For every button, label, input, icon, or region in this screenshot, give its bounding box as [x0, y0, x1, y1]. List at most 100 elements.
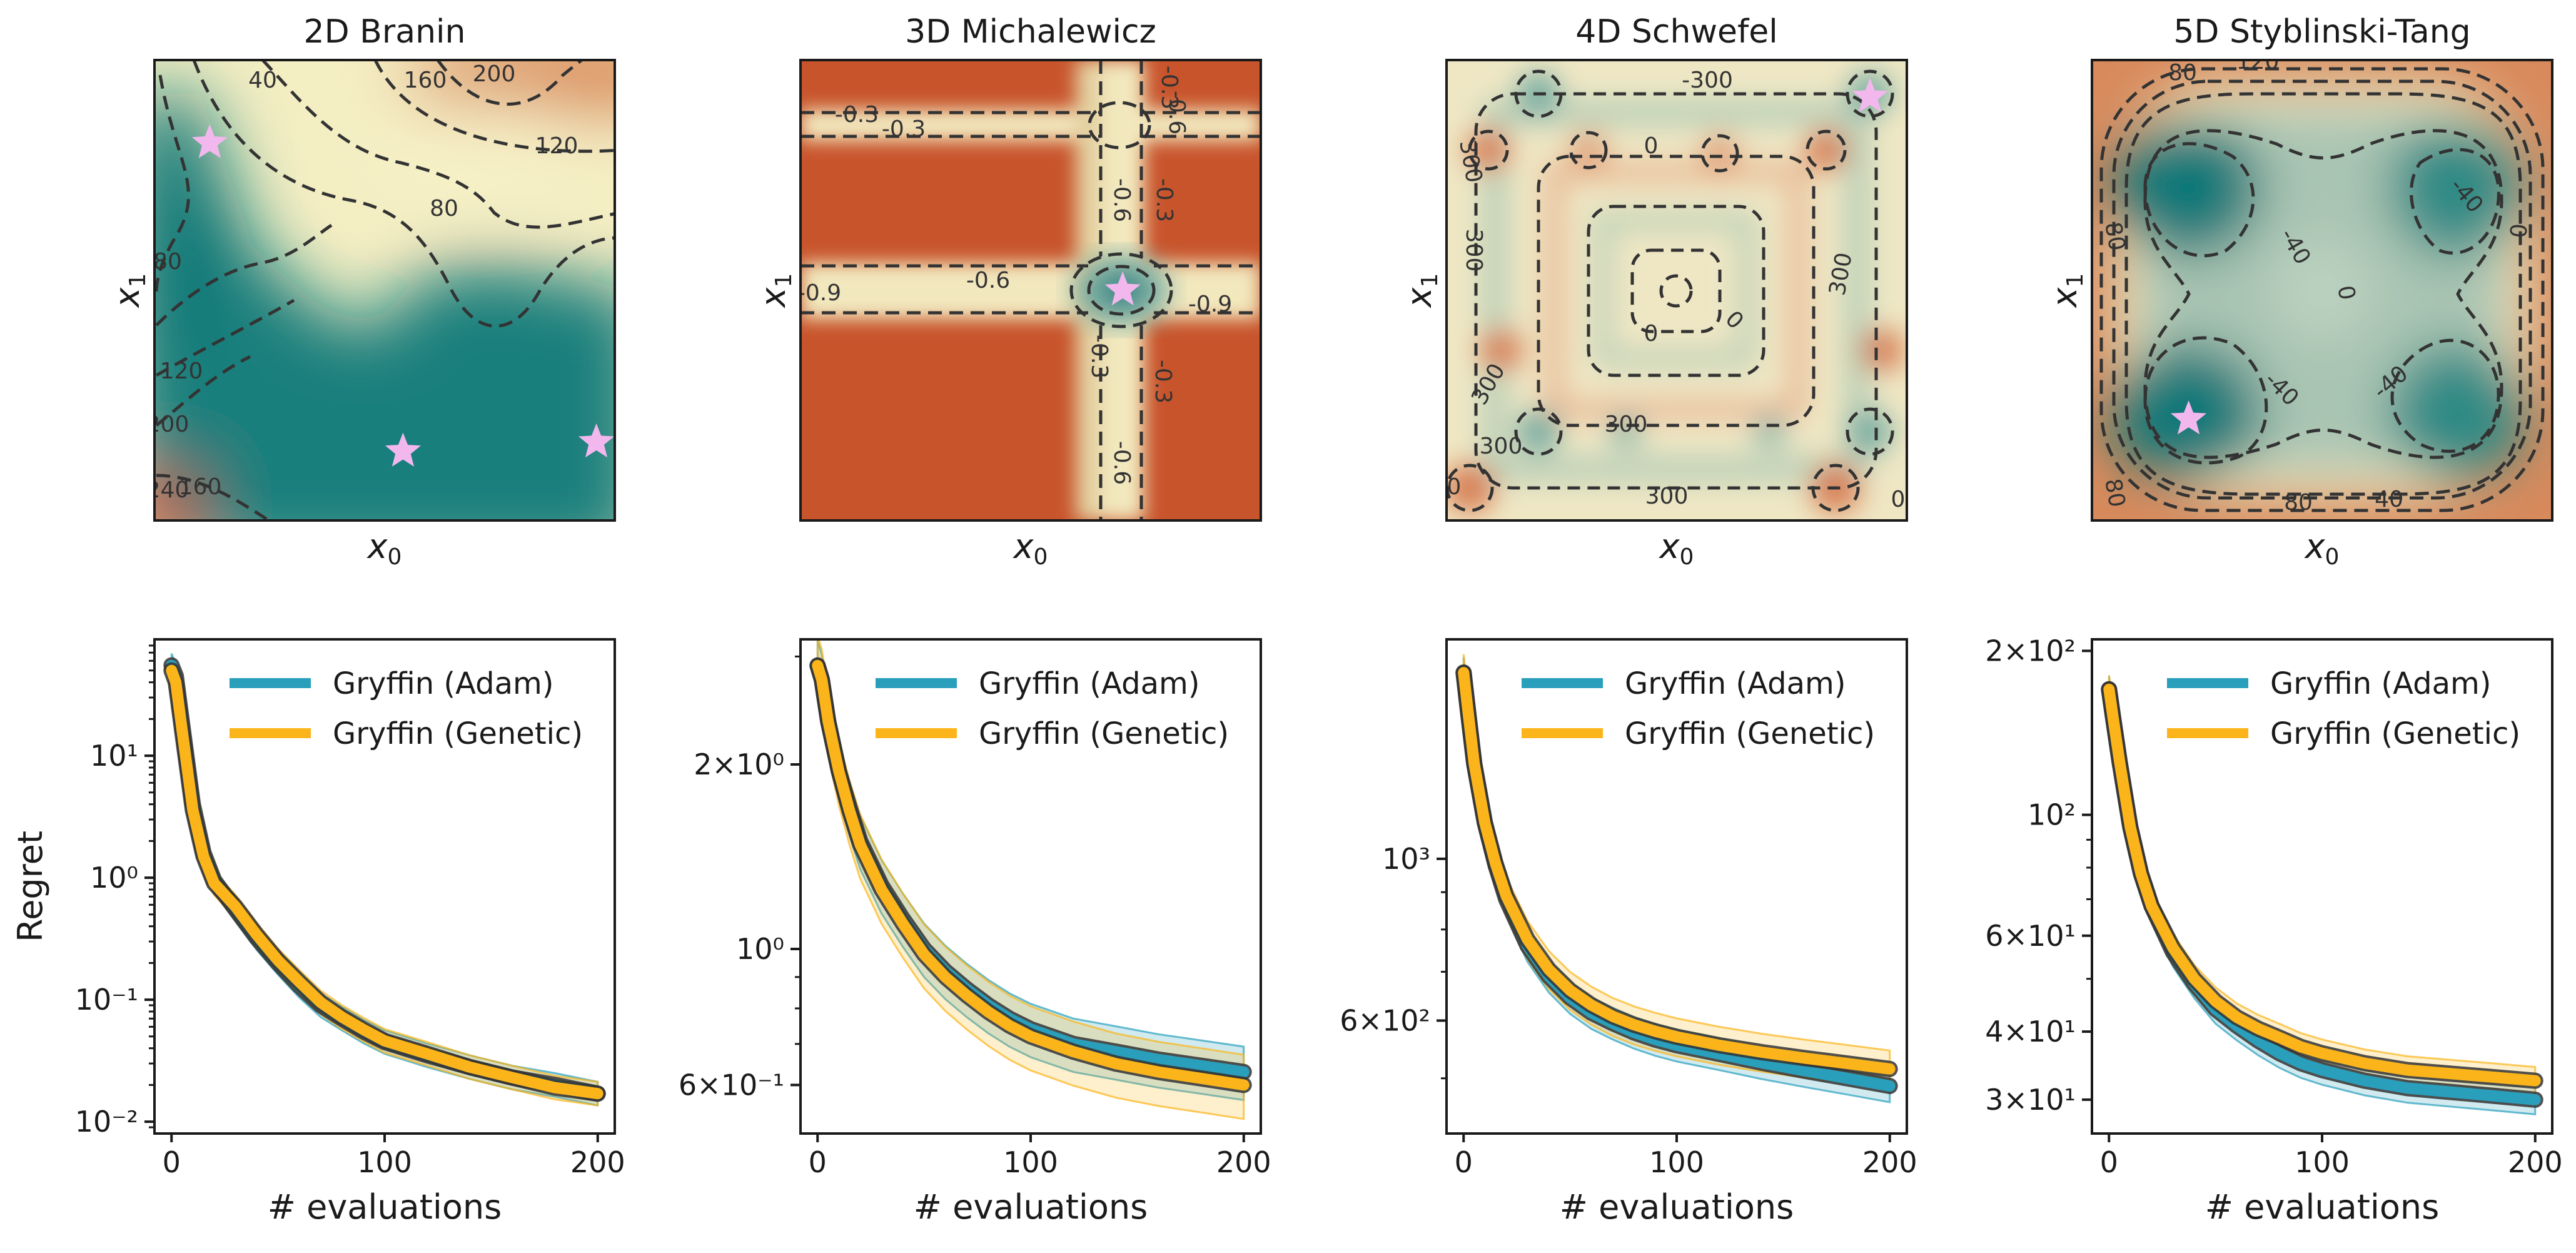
legend: Gryffin (Adam) Gryffin (Genetic): [230, 666, 583, 751]
svg-text:-0.6: -0.6: [1109, 441, 1134, 485]
legend: Gryffin (Adam) Gryffin (Genetic): [1522, 666, 1875, 751]
svg-text:-0.6: -0.6: [966, 268, 1010, 293]
legend: Gryffin (Adam) Gryffin (Genetic): [876, 666, 1229, 751]
panel-title: 3D Michalewicz: [905, 13, 1156, 51]
svg-text:80: 80: [2099, 220, 2129, 253]
x-axis-label: # evaluations: [1560, 1187, 1794, 1227]
x-axis-label: x0: [1013, 527, 1048, 570]
contours: [1447, 69, 1894, 512]
panel-title: 4D Schwefel: [1575, 13, 1777, 51]
optimum-star-marker: [385, 432, 421, 467]
x-tick-label: 200: [2508, 1145, 2563, 1179]
svg-text:120: 120: [2236, 49, 2280, 74]
x-tick-label: 100: [1003, 1145, 1058, 1179]
svg-text:120: 120: [535, 133, 578, 159]
optima-markers: [1104, 271, 1141, 306]
optima-markers: [2171, 400, 2207, 435]
legend-label: Gryffin (Adam): [979, 666, 1200, 701]
x-tick-label: 0: [2100, 1145, 2118, 1179]
y-tick-label: 10⁰: [90, 861, 138, 895]
svg-text:0: 0: [1644, 133, 1659, 159]
surface-styblinski: 80 120 80 -40 0 -40 0 -40 -40 40 80 80: [2092, 49, 2552, 520]
surface-michalewicz: -0.3 -0.3 -0.3 -0.6 -0.6 -0.3 -0.9 -0.6 …: [797, 60, 1261, 520]
y-tick-label: 6×10²: [1340, 1003, 1430, 1037]
panel-michalewicz: 3D Michalewicz: [754, 13, 1262, 570]
plot-area: [2101, 675, 2543, 1115]
regret-panel-2: 0 100 200 2×10⁰ 10⁰ 6×10⁻¹ # evaluations Gryffi…: [679, 638, 1271, 1227]
contours: [801, 60, 1261, 520]
legend-label: Gryffin (Genetic): [1625, 716, 1875, 751]
svg-text:-0.3: -0.3: [1156, 66, 1182, 109]
optimum-star-marker: [2171, 400, 2207, 435]
x-tick-label: 0: [1455, 1145, 1473, 1179]
y-tick-label: 3×10¹: [1985, 1083, 2076, 1117]
svg-text:40: 40: [2375, 487, 2403, 512]
panel-styblinski-tang: 5D Styblinski-Tang: [2045, 13, 2553, 570]
svg-text:80: 80: [2099, 477, 2129, 509]
x-tick-label: 200: [570, 1145, 625, 1179]
svg-text:-0.3: -0.3: [882, 116, 926, 142]
contours: [154, 60, 615, 520]
svg-text:300: 300: [1480, 434, 1523, 459]
y-tick-label: 6×10¹: [1985, 919, 2076, 953]
svg-text:160: 160: [404, 68, 447, 93]
series-line-genetic: [1458, 667, 1896, 1075]
y-axis-label: x1: [1400, 273, 1443, 309]
plot-area: [1455, 654, 1898, 1103]
panel-title: 2D Branin: [304, 13, 466, 51]
y-tick-label: 10¹: [90, 739, 138, 773]
plot-area: [809, 639, 1252, 1120]
regret-panel-1: 0 100 200 10¹ 10⁰ 10⁻¹ 10⁻² # evaluations Regret…: [11, 638, 625, 1227]
plot-area: [163, 653, 606, 1107]
x-tick-label: 100: [2295, 1145, 2350, 1179]
panel-frame: [2091, 59, 2553, 522]
legend-label: Gryffin (Adam): [2270, 666, 2492, 701]
x-tick-label: 100: [1649, 1145, 1704, 1179]
optima-markers: [191, 124, 615, 467]
contours: [2099, 67, 2545, 512]
svg-text:40: 40: [248, 68, 277, 93]
svg-text:-0.9: -0.9: [797, 280, 841, 306]
legend-label: Gryffin (Genetic): [979, 716, 1229, 751]
x-axis-label: x0: [2304, 527, 2340, 570]
legend: Gryffin (Adam) Gryffin (Genetic): [2167, 666, 2520, 751]
panel-branin: 2D Branin 200: [108, 13, 616, 570]
y-tick-label: 10³: [1382, 842, 1430, 876]
x-tick-label: 100: [357, 1145, 412, 1179]
contour-labels: 80 120 80 -40 0 -40 0 -40 -40 40 80 80: [2099, 49, 2533, 515]
svg-text:0: 0: [2506, 223, 2533, 239]
optimum-star-marker: [1852, 78, 1888, 113]
series-line-genetic: [2103, 683, 2541, 1087]
y-axis-label: x1: [108, 273, 151, 309]
regret-panel-4: 0 100 200 2×10² 10² 6×10¹ 4×10¹ 3×10¹ # evaluati…: [1985, 634, 2562, 1227]
y-tick-label: 10²: [2028, 798, 2076, 832]
legend-label: Gryffin (Adam): [333, 666, 554, 701]
y-tick-label: 10⁻¹: [75, 983, 138, 1017]
svg-text:80: 80: [430, 196, 458, 221]
x-tick-label: 200: [1862, 1145, 1917, 1179]
y-tick-label: 6×10⁻¹: [679, 1068, 784, 1102]
svg-text:0: 0: [1644, 321, 1659, 347]
regret-panels: 0 100 200 10¹ 10⁰ 10⁻¹ 10⁻² # evaluations Regret…: [11, 634, 2563, 1227]
svg-text:-0.3: -0.3: [1150, 360, 1176, 403]
svg-text:0: 0: [1891, 487, 1906, 512]
y-tick-label: 10⁻²: [75, 1105, 138, 1139]
surface-branin: 200 160 120 80 40 80 120 200 160 240: [146, 60, 615, 520]
panel-frame: [1445, 59, 1908, 522]
series-line-genetic: [812, 659, 1250, 1091]
svg-text:80: 80: [2168, 60, 2197, 86]
svg-text:240: 240: [146, 477, 189, 503]
y-axis-label: x1: [754, 273, 797, 309]
y-tick-label: 10⁰: [736, 932, 784, 966]
x-axis-label: # evaluations: [914, 1187, 1148, 1227]
svg-text:300: 300: [1461, 229, 1487, 272]
svg-text:-0.3: -0.3: [1151, 178, 1177, 222]
regret-panel-3: 0 100 200 10³ 6×10² # evaluations Gryffin (Ada…: [1340, 638, 1917, 1227]
panel-frame: [799, 59, 1262, 522]
panel-schwefel: 4D Schwefel: [1400, 13, 1908, 570]
y-tick-label: 2×10²: [1985, 634, 2076, 667]
optima-markers: [1852, 78, 1888, 113]
svg-text:80: 80: [153, 249, 182, 275]
x-axis-label: # evaluations: [2205, 1187, 2440, 1227]
